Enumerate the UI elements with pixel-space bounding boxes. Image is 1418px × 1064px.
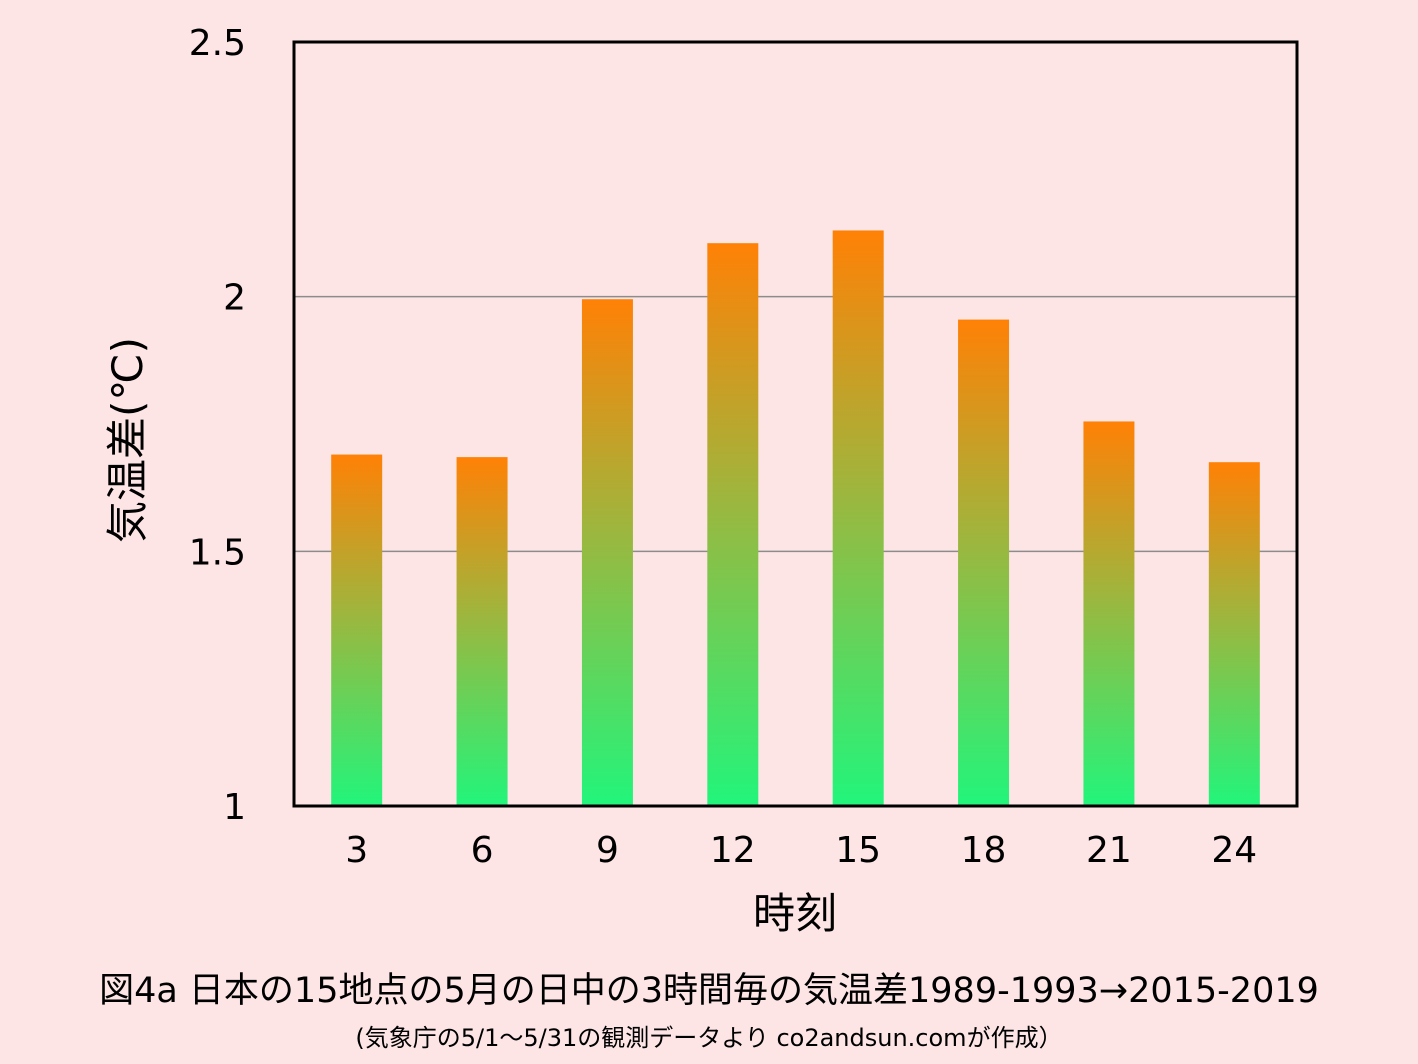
gridlines bbox=[294, 295, 1297, 553]
bar-24 bbox=[1208, 462, 1260, 806]
y-tick-label: 2.5 bbox=[189, 23, 246, 64]
x-tick-labels: 3 6 9 12 15 18 21 24 bbox=[345, 830, 1257, 871]
x-tick-label: 15 bbox=[835, 830, 881, 871]
x-tick-label: 6 bbox=[471, 830, 494, 871]
x-axis-title: 時刻 bbox=[753, 889, 837, 938]
figure-source-note: (気象庁の5/1～5/31の観測データより co2andsun.comが作成） bbox=[355, 1024, 1063, 1052]
bar-9 bbox=[581, 299, 633, 806]
x-tick-label: 9 bbox=[596, 830, 619, 871]
bar-3 bbox=[331, 454, 383, 806]
bar-12 bbox=[707, 243, 759, 807]
x-tick-label: 3 bbox=[345, 830, 368, 871]
bars bbox=[331, 230, 1260, 807]
x-tick-label: 21 bbox=[1086, 830, 1132, 871]
y-axis-title: 気温差(℃) bbox=[103, 337, 152, 543]
y-tick-label: 1 bbox=[223, 787, 246, 828]
x-tick-label: 24 bbox=[1211, 830, 1257, 871]
bar-15 bbox=[832, 230, 884, 806]
bar-18 bbox=[958, 319, 1010, 806]
plot-frame bbox=[292, 40, 1299, 808]
x-tick-label: 18 bbox=[961, 830, 1007, 871]
y-tick-label: 1.5 bbox=[189, 532, 246, 573]
x-tick-label: 12 bbox=[710, 830, 756, 871]
y-tick-label: 2 bbox=[223, 278, 246, 319]
bar-21 bbox=[1083, 421, 1135, 806]
figure-caption: 図4a 日本の15地点の5月の日中の3時間毎の気温差1989-1993→2015… bbox=[99, 971, 1319, 1011]
bar-6 bbox=[456, 457, 508, 806]
y-tick-labels: 1 1.5 2 2.5 bbox=[189, 23, 246, 828]
